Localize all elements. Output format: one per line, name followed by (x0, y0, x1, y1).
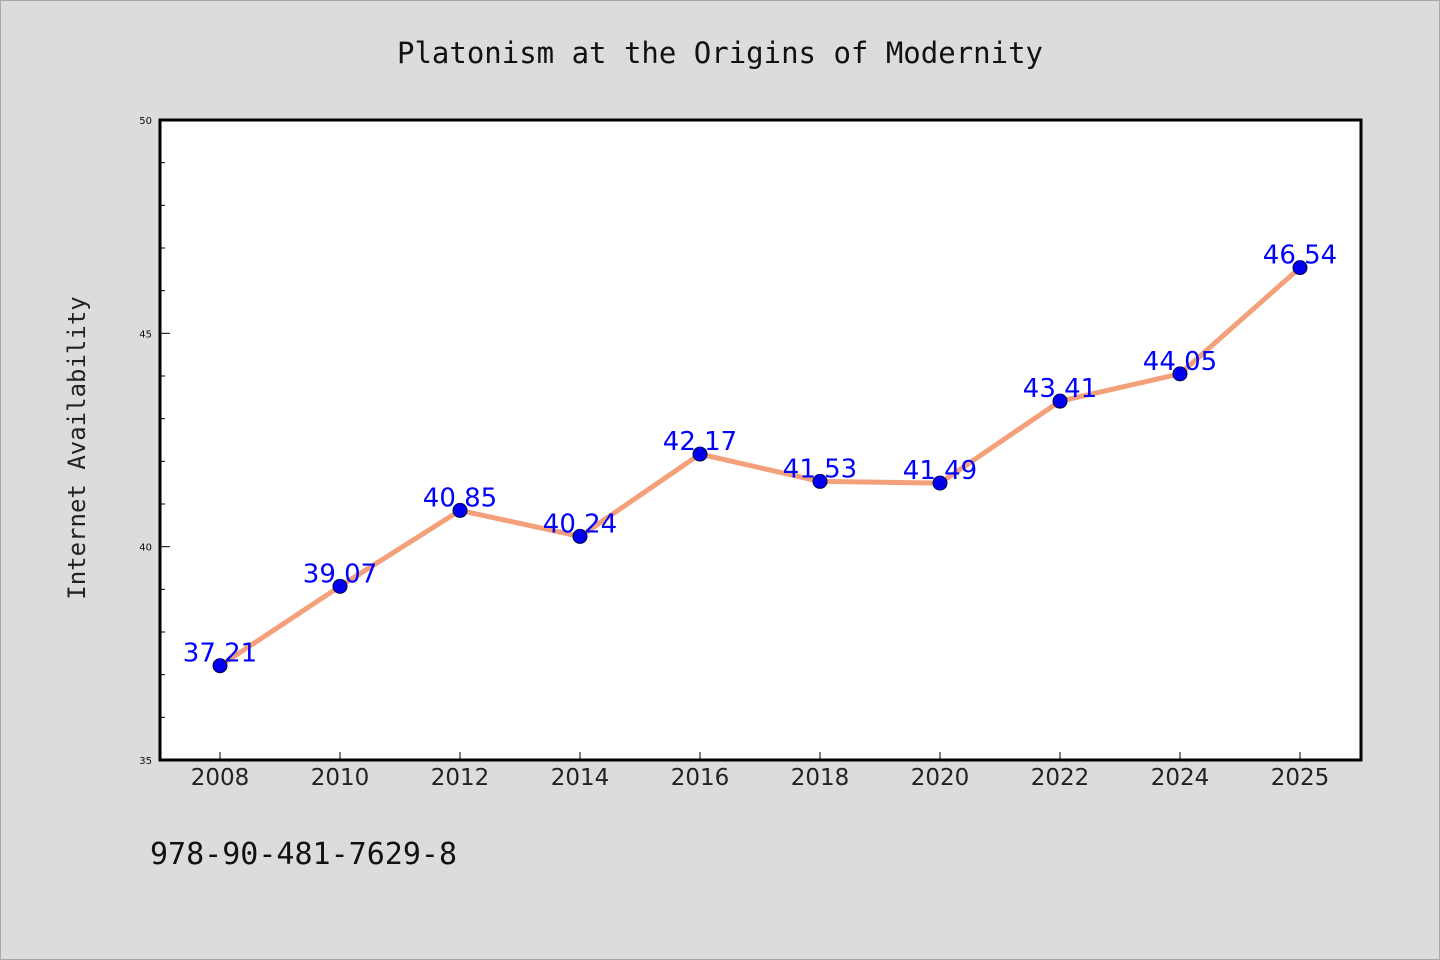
x-tick-label: 2024 (1151, 765, 1210, 791)
data-point (812, 473, 828, 489)
data-point (692, 446, 708, 462)
y-tick-label: 40 (139, 543, 152, 554)
y-tick-label: 45 (139, 329, 152, 340)
data-point (1172, 366, 1188, 382)
plot-area (158, 118, 1363, 762)
x-tick-label: 2022 (1031, 765, 1090, 791)
data-label: 40.85 (423, 483, 497, 513)
data-labels: 37.21 39.07 40.85 40.24 42.17 41.53 41.49 43.41… (183, 241, 1337, 669)
y-axis-label: Internet Availability (63, 296, 91, 599)
data-label: 43.41 (1023, 374, 1097, 404)
data-label: 40.24 (543, 509, 617, 539)
x-tick-label: 2014 (551, 765, 610, 791)
series-line (217, 265, 1303, 669)
data-label: 41.53 (783, 454, 857, 484)
x-tick-label: 2025 (1271, 765, 1330, 791)
data-point (1292, 260, 1308, 276)
chart-title: Platonism at the Origins of Modernity (397, 36, 1043, 70)
data-point (1052, 393, 1068, 409)
data-label: 44.05 (1143, 347, 1217, 377)
x-axis-ticks: 2008 2010 2012 2014 2016 2018 2020 2022 2024 2025 (191, 752, 1330, 791)
data-label: 42.17 (663, 427, 737, 457)
data-label: 37.21 (183, 639, 257, 669)
data-label: 39.07 (303, 559, 377, 589)
data-point (332, 578, 348, 594)
y-axis-ticks: 35 40 45 50 (139, 116, 170, 767)
data-point (572, 528, 588, 544)
x-tick-label: 2020 (911, 765, 970, 791)
x-tick-label: 2018 (791, 765, 850, 791)
data-markers (212, 260, 1308, 674)
x-tick-label: 2010 (311, 765, 370, 791)
y-tick-label: 50 (139, 116, 152, 127)
data-point (932, 475, 948, 491)
x-tick-label: 2016 (671, 765, 730, 791)
y-tick-label: 35 (139, 756, 152, 767)
data-label: 46.54 (1263, 241, 1337, 271)
data-point (212, 658, 228, 674)
data-label: 41.49 (903, 456, 977, 486)
data-point (452, 502, 468, 518)
x-tick-label: 2008 (191, 765, 250, 791)
x-tick-label: 2012 (431, 765, 490, 791)
isbn-note: 978-90-481-7629-8 (150, 837, 457, 872)
